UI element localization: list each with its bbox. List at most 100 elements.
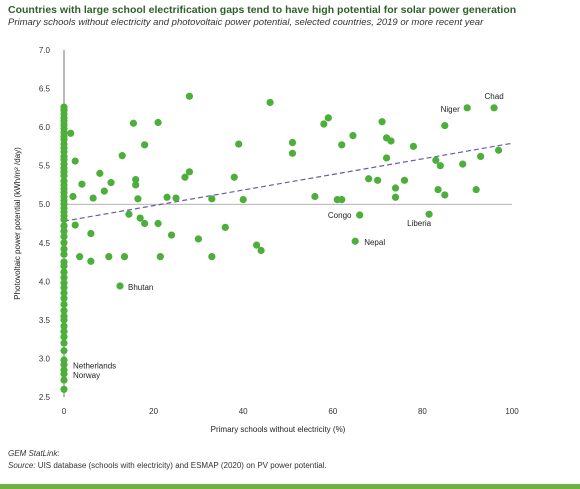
data-point bbox=[253, 241, 261, 249]
y-tick-label: 5.0 bbox=[39, 200, 51, 209]
data-point bbox=[60, 289, 68, 297]
data-point bbox=[60, 233, 68, 241]
data-point bbox=[266, 98, 274, 107]
scatter-chart: 2.5 3.0 3.5 4.0 4.5 5.0 5.5 6.0 6.5 7.0 0 20 40 60 80 1… bbox=[13, 46, 519, 434]
data-point bbox=[185, 92, 194, 100]
data-point bbox=[387, 137, 395, 145]
data-point bbox=[60, 245, 68, 253]
data-point bbox=[60, 273, 68, 282]
point-label: Netherlands bbox=[73, 362, 116, 371]
point-label: Bhutan bbox=[128, 283, 153, 292]
data-point bbox=[60, 370, 68, 378]
chart-subtitle: Primary schools without electricity and … bbox=[8, 17, 484, 28]
data-point bbox=[221, 223, 229, 231]
data-point bbox=[432, 156, 440, 164]
data-point bbox=[356, 211, 364, 219]
data-point bbox=[60, 361, 68, 369]
bottom-accent-bar bbox=[0, 484, 580, 489]
data-point bbox=[60, 250, 68, 258]
data-point bbox=[60, 327, 68, 336]
data-point bbox=[230, 173, 238, 181]
x-axis-label: Primary schools without electricity (%) bbox=[211, 425, 346, 434]
axes: 2.5 3.0 3.5 4.0 4.5 5.0 5.5 6.0 6.5 7.0 0 20 40 60 80 1… bbox=[39, 46, 519, 416]
data-point bbox=[69, 192, 77, 201]
data-point bbox=[136, 214, 144, 222]
data-point bbox=[400, 176, 409, 184]
data-point bbox=[338, 195, 346, 204]
data-point bbox=[105, 253, 113, 261]
data-point bbox=[125, 210, 133, 218]
data-point bbox=[76, 253, 84, 261]
point-label: Liberia bbox=[407, 219, 432, 228]
data-point bbox=[463, 104, 471, 112]
data-point bbox=[87, 257, 95, 265]
data-point bbox=[425, 210, 433, 218]
point-label: Niger bbox=[441, 105, 460, 114]
data-point bbox=[320, 120, 328, 128]
data-point bbox=[60, 339, 68, 347]
data-point bbox=[477, 152, 485, 161]
data-point bbox=[116, 282, 124, 290]
data-point bbox=[434, 185, 442, 194]
data-point bbox=[288, 138, 297, 147]
data-point bbox=[107, 179, 115, 187]
y-tick-label: 3.0 bbox=[39, 354, 51, 363]
point-label: Norway bbox=[73, 371, 100, 380]
y-tick-label: 2.5 bbox=[39, 393, 51, 402]
data-point bbox=[163, 193, 171, 201]
data-point bbox=[239, 195, 247, 204]
data-point bbox=[391, 184, 400, 192]
data-point bbox=[351, 237, 359, 245]
data-points bbox=[60, 92, 503, 393]
data-point bbox=[96, 169, 104, 177]
y-axis-label: Photovoltaic power potential (kWh/m² /da… bbox=[13, 147, 22, 300]
data-point bbox=[472, 185, 480, 194]
data-point bbox=[100, 187, 108, 195]
data-point bbox=[118, 152, 126, 160]
data-point bbox=[120, 253, 129, 261]
x-tick-label: 20 bbox=[149, 407, 158, 416]
data-point bbox=[441, 191, 449, 199]
data-point bbox=[391, 193, 400, 201]
data-point bbox=[87, 229, 95, 238]
trend-line bbox=[63, 142, 513, 222]
data-point bbox=[60, 307, 68, 315]
data-point bbox=[60, 268, 68, 276]
data-point bbox=[60, 239, 68, 247]
x-tick-label: 80 bbox=[418, 407, 427, 416]
chart-title: Countries with large school electrificat… bbox=[8, 4, 517, 16]
data-point bbox=[60, 385, 68, 393]
data-point bbox=[132, 175, 140, 184]
statlink-text: GEM StatLink: bbox=[8, 449, 60, 458]
data-point bbox=[60, 333, 68, 341]
x-tick-label: 0 bbox=[62, 407, 67, 416]
trendline bbox=[63, 142, 513, 222]
data-point bbox=[494, 146, 503, 154]
data-point bbox=[324, 114, 332, 122]
data-point bbox=[409, 142, 418, 150]
data-point bbox=[129, 119, 138, 127]
data-point bbox=[141, 141, 149, 149]
y-tick-label: 4.0 bbox=[39, 277, 51, 286]
data-point bbox=[132, 181, 140, 189]
source-text: UIS database (schools with electricity) … bbox=[35, 461, 327, 470]
data-point bbox=[436, 162, 444, 170]
source-label: Source: bbox=[8, 461, 36, 470]
data-point bbox=[441, 121, 449, 130]
data-point bbox=[156, 253, 164, 261]
data-point bbox=[89, 194, 97, 202]
data-point bbox=[141, 219, 149, 228]
data-point bbox=[374, 176, 382, 184]
point-label: Congo bbox=[328, 211, 352, 220]
data-point bbox=[311, 192, 319, 201]
point-label: Chad bbox=[485, 92, 504, 101]
data-point bbox=[60, 283, 68, 292]
data-point bbox=[134, 195, 142, 203]
y-tick-label: 6.5 bbox=[39, 85, 51, 94]
data-point bbox=[60, 347, 68, 355]
data-point bbox=[154, 118, 162, 127]
data-point bbox=[378, 118, 386, 126]
data-point bbox=[60, 300, 68, 309]
y-tick-label: 7.0 bbox=[39, 46, 51, 55]
data-point bbox=[208, 253, 216, 261]
